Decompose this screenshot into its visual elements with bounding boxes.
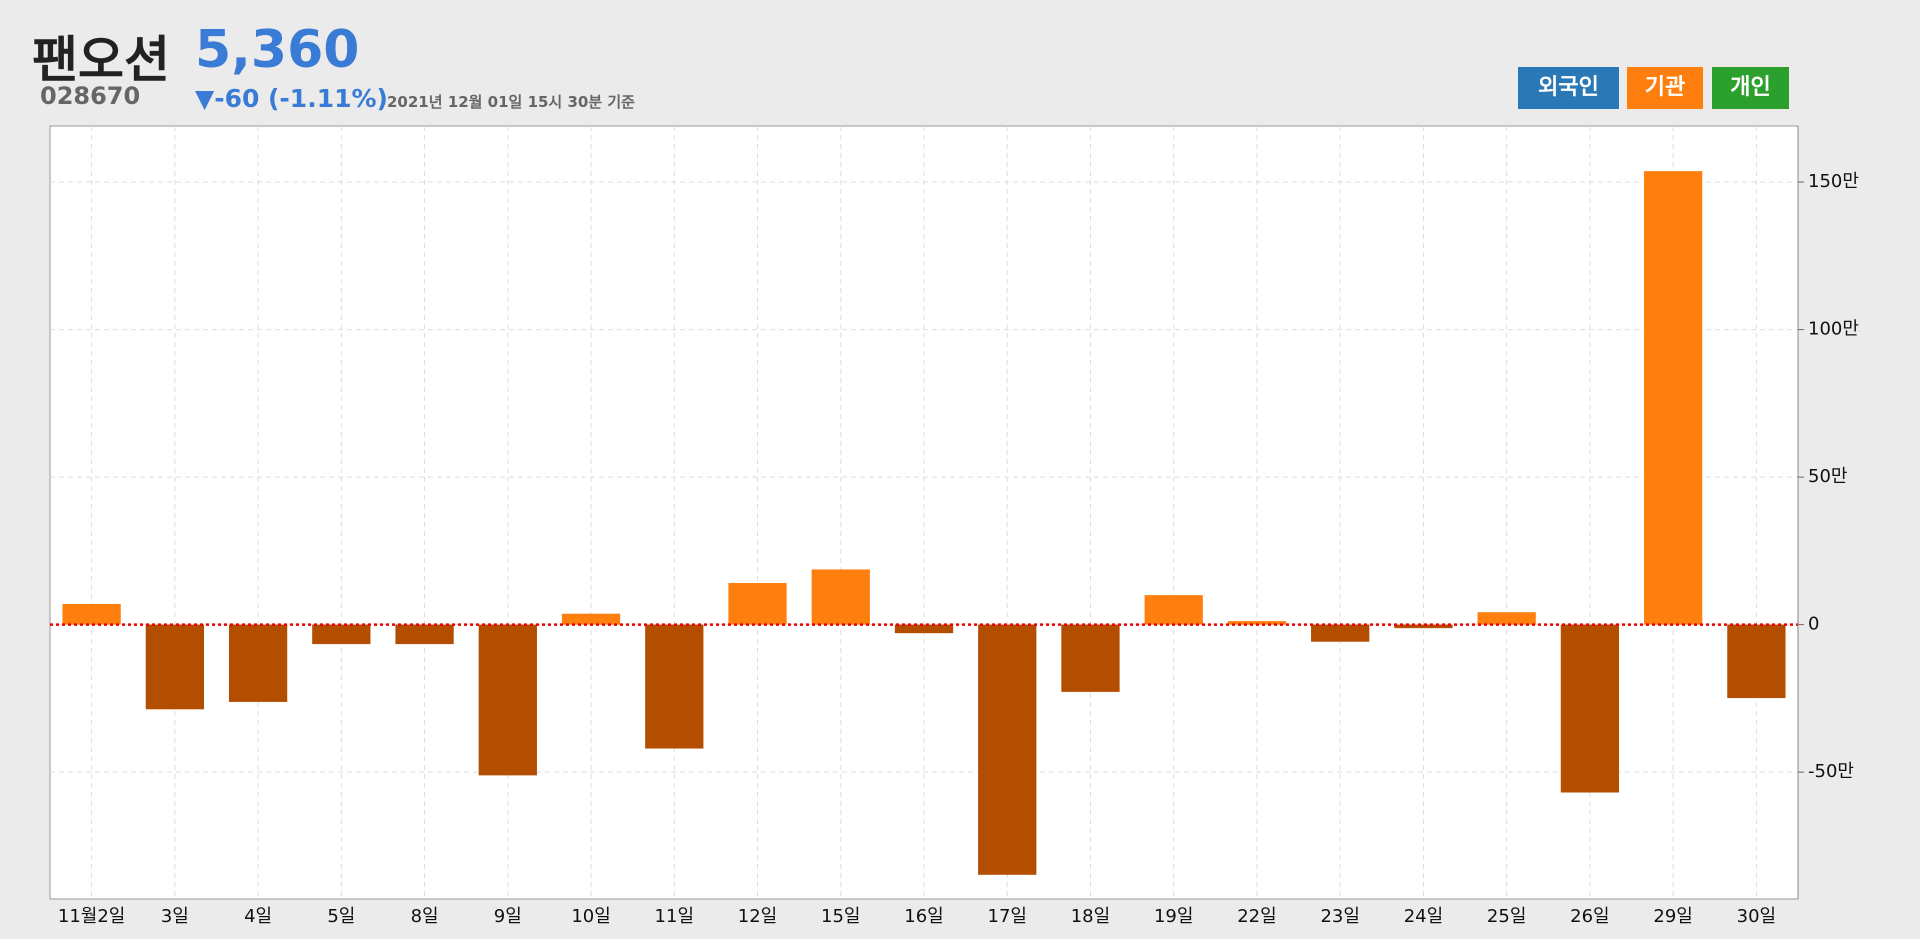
stock-code: 028670 — [40, 82, 141, 110]
x-tick-label: 9일 — [494, 906, 522, 927]
x-tick-label: 22일 — [1237, 906, 1276, 927]
bar — [1061, 624, 1120, 692]
y-tick-label: 100만 — [1808, 319, 1859, 340]
x-tick-label: 3일 — [161, 906, 189, 927]
x-tick-label: 17일 — [988, 906, 1027, 927]
timestamp: 2021년 12월 01일 15시 30분 기준 — [387, 93, 635, 111]
bar — [811, 569, 870, 625]
bar — [145, 624, 204, 710]
button[interactable]: 기관 — [1627, 67, 1703, 109]
y-tick-label: 50만 — [1808, 466, 1847, 487]
bar — [1644, 171, 1703, 625]
x-tick-label: 29일 — [1653, 906, 1692, 927]
bar — [1311, 624, 1370, 642]
bar — [978, 624, 1037, 875]
price: 5,360 — [195, 20, 360, 80]
x-tick-label: 25일 — [1487, 906, 1526, 927]
x-tick-label: 30일 — [1737, 906, 1776, 927]
stock-name: 팬오션 — [32, 31, 170, 89]
bar — [1227, 621, 1287, 625]
bar — [312, 624, 371, 645]
bar — [1560, 624, 1620, 793]
bar — [561, 613, 621, 625]
x-tick-label: 16일 — [904, 906, 943, 927]
x-tick-label: 18일 — [1071, 906, 1110, 927]
y-tick-label: 150만 — [1808, 171, 1859, 192]
x-tick-label: 4일 — [244, 906, 272, 927]
x-tick-label: 10일 — [571, 906, 610, 927]
y-tick-label: 0 — [1808, 614, 1819, 635]
y-tick-label: -50만 — [1808, 761, 1854, 782]
bar — [1394, 624, 1453, 629]
change-pct: (-1.11%) — [268, 84, 388, 113]
bar — [1477, 612, 1536, 625]
bar — [728, 583, 787, 625]
x-tick-label: 12일 — [738, 906, 777, 927]
button[interactable]: 외국인 — [1518, 67, 1619, 109]
x-tick-label: 5일 — [327, 906, 355, 927]
x-tick-label: 19일 — [1154, 906, 1193, 927]
x-tick-label: 8일 — [411, 906, 439, 927]
button[interactable]: 개인 — [1712, 67, 1789, 109]
bar — [395, 624, 454, 645]
change: ▼-60 — [195, 84, 260, 113]
x-tick-label: 26일 — [1570, 906, 1609, 927]
bar — [1727, 624, 1786, 699]
bar — [894, 624, 954, 634]
x-tick-label: 23일 — [1320, 906, 1359, 927]
x-tick-label: 15일 — [821, 906, 860, 927]
x-tick-label: 11일 — [655, 906, 694, 927]
bar — [228, 624, 288, 702]
bar — [645, 624, 704, 749]
bar — [62, 603, 121, 625]
x-tick-label: 24일 — [1404, 906, 1443, 927]
bar — [1144, 595, 1203, 625]
bar — [478, 624, 537, 776]
x-tick-label: 11월2일 — [58, 906, 125, 927]
